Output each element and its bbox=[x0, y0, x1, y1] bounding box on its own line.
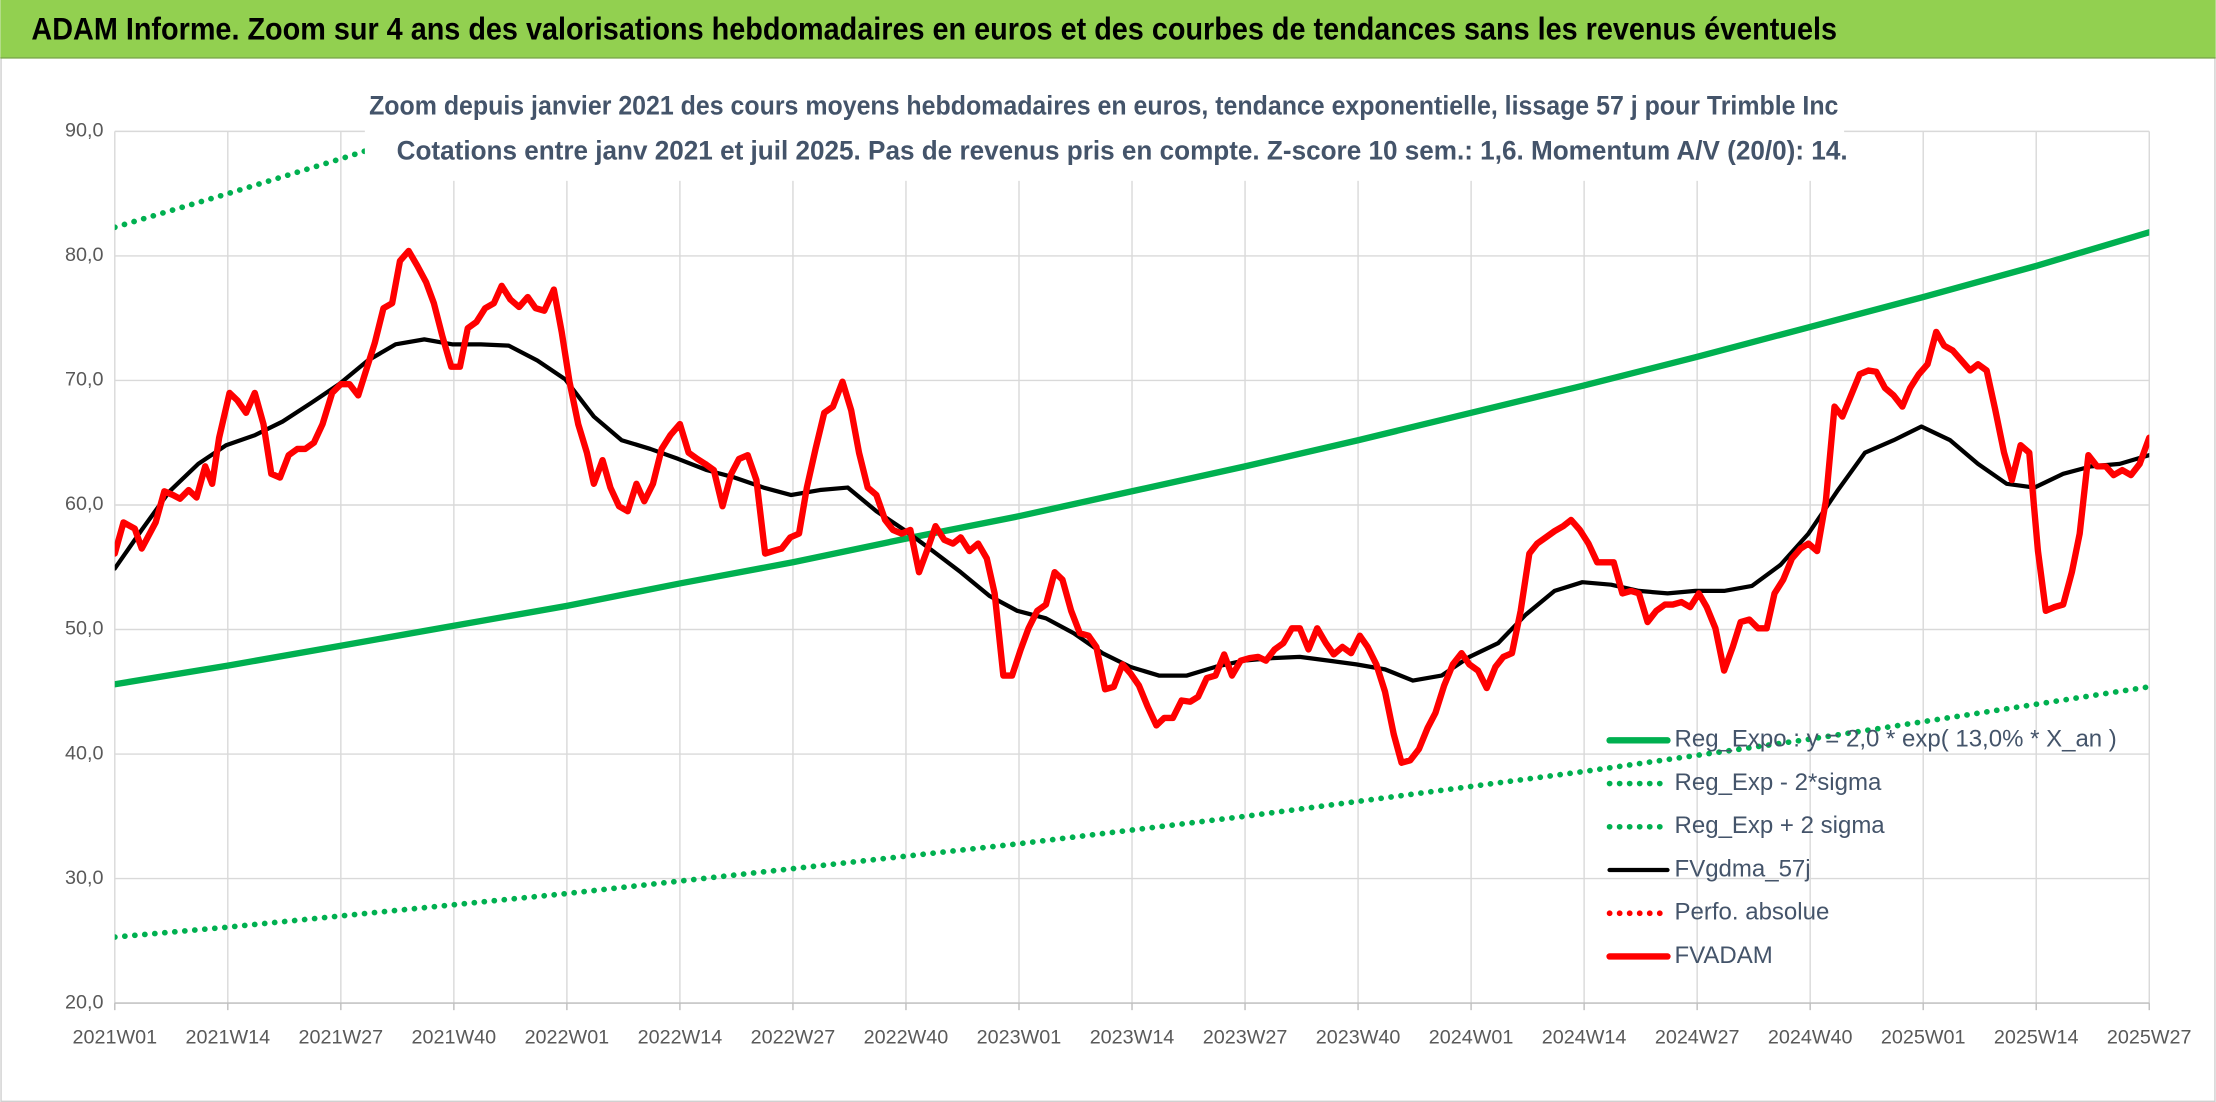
x-tick-label: 2025W01 bbox=[1881, 1027, 1966, 1049]
legend-label: Reg_Exp - 2*sigma bbox=[1675, 769, 1882, 796]
header-title: ADAM Informe. Zoom sur 4 ans des valoris… bbox=[31, 11, 1837, 46]
x-tick-label: 2025W14 bbox=[1994, 1027, 2079, 1049]
series-line bbox=[114, 247, 2150, 766]
header-bar bbox=[0, 0, 2216, 58]
y-tick-label: 30,0 bbox=[65, 867, 103, 889]
x-tick-label: 2024W40 bbox=[1768, 1027, 1853, 1049]
x-tick-label: 2024W14 bbox=[1542, 1027, 1627, 1049]
y-tick-label: 70,0 bbox=[65, 369, 103, 391]
subtitle: Cotations entre janv 2021 et juil 2025. … bbox=[397, 136, 1848, 166]
x-tick-label: 2022W01 bbox=[525, 1027, 610, 1049]
x-tick-label: 2022W40 bbox=[864, 1027, 949, 1049]
x-tick-label: 2022W27 bbox=[751, 1027, 836, 1049]
y-tick-label: 40,0 bbox=[65, 742, 103, 764]
series-line bbox=[114, 683, 2150, 940]
y-tick-label: 80,0 bbox=[65, 244, 103, 266]
x-tick-label: 2024W01 bbox=[1429, 1027, 1514, 1049]
y-tick-label: 20,0 bbox=[65, 991, 103, 1013]
y-tick-label: 60,0 bbox=[65, 493, 103, 515]
x-tick-label: 2021W40 bbox=[412, 1027, 497, 1049]
subtitle: Zoom depuis janvier 2021 des cours moyen… bbox=[369, 90, 1838, 120]
series-line bbox=[114, 229, 2150, 688]
legend-label: FVADAM bbox=[1675, 942, 1773, 969]
x-tick-label: 2023W01 bbox=[977, 1027, 1062, 1049]
x-tick-label: 2022W14 bbox=[638, 1027, 723, 1049]
x-tick-label: 2023W27 bbox=[1203, 1027, 1288, 1049]
y-tick-label: 90,0 bbox=[65, 120, 103, 142]
x-tick-label: 2021W01 bbox=[72, 1027, 157, 1049]
x-tick-label: 2025W27 bbox=[2107, 1027, 2192, 1049]
x-tick-label: 2021W14 bbox=[186, 1027, 271, 1049]
x-tick-label: 2021W27 bbox=[299, 1027, 384, 1049]
x-tick-label: 2024W27 bbox=[1655, 1027, 1740, 1049]
legend-label: Reg_Exp + 2 sigma bbox=[1675, 812, 1886, 839]
x-tick-label: 2023W14 bbox=[1090, 1027, 1175, 1049]
y-tick-label: 50,0 bbox=[65, 618, 103, 640]
legend-label: FVgdma_57j bbox=[1675, 855, 1811, 882]
subtitle-box bbox=[364, 81, 1845, 181]
legend-label: Reg_Expo : y = 2,0 * exp( 13,0% * X_an ) bbox=[1675, 726, 2117, 753]
series-line bbox=[114, 337, 2150, 683]
x-tick-label: 2023W40 bbox=[1316, 1027, 1401, 1049]
legend-label: Perfo. absolue bbox=[1675, 899, 1830, 926]
